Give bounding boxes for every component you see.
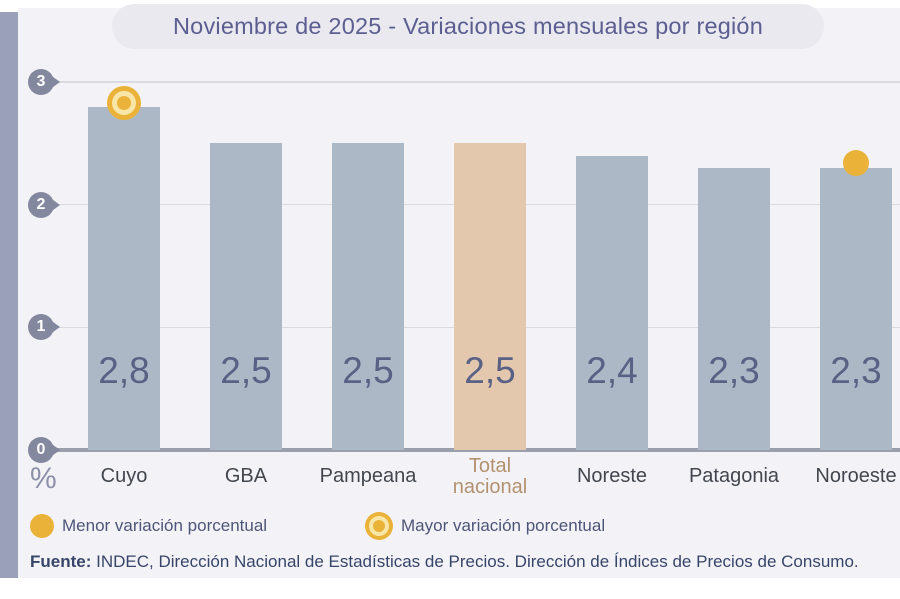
x-axis-baseline xyxy=(52,448,900,452)
bar-value-label: 2,4 xyxy=(586,350,638,391)
bar-value-label: 2,5 xyxy=(342,350,394,391)
left-accent-stripe xyxy=(0,12,18,578)
mayor-variation-marker-icon xyxy=(107,85,141,120)
gridline-3 xyxy=(52,81,900,83)
legend-menor-label: Menor variación porcentual xyxy=(62,516,268,535)
y-tick-badge-3: 3 xyxy=(28,69,60,95)
x-axis-label: Cuyo xyxy=(100,465,148,487)
chart-title: Noviembre de 2025 - Variaciones mensuale… xyxy=(173,13,763,39)
source-note: Fuente: INDEC, Dirección Nacional de Est… xyxy=(30,552,890,572)
x-axis-label: Patagonia xyxy=(688,465,780,487)
legend-mayor-label: Mayor variación porcentual xyxy=(401,516,606,535)
bar-total-nacional xyxy=(454,143,526,450)
y-tick-label: 2 xyxy=(28,191,54,218)
x-axis-label: Noreste xyxy=(576,465,648,487)
y-axis-unit-label: % xyxy=(30,462,57,495)
bar-gba xyxy=(210,143,282,450)
y-tick-label: 3 xyxy=(28,69,54,95)
bar-noreste xyxy=(576,155,648,450)
mayor-variation-ring-icon xyxy=(365,512,393,540)
bar-value-label: 2,5 xyxy=(464,350,516,391)
x-axis-label: GBA xyxy=(224,465,268,487)
bar-value-label: 2,5 xyxy=(220,350,272,391)
y-tick-badge-2: 2 xyxy=(28,191,60,218)
chart-legend: Menor variación porcentual Mayor variaci… xyxy=(30,512,870,542)
menor-variation-marker-icon xyxy=(843,149,869,176)
bar-pampeana xyxy=(332,143,404,450)
menor-variation-dot-icon xyxy=(30,514,54,538)
legend-item-menor: Menor variación porcentual xyxy=(30,514,267,538)
y-tick-label: 0 xyxy=(28,437,54,463)
bar-value-label: 2,3 xyxy=(830,350,882,391)
x-axis-label: Noroeste xyxy=(815,465,897,487)
y-tick-badge-0: 0 xyxy=(28,437,60,463)
chart-title-pill: Noviembre de 2025 - Variaciones mensuale… xyxy=(112,4,824,49)
source-text: INDEC, Dirección Nacional de Estadística… xyxy=(91,552,859,571)
bar-patagonia xyxy=(698,167,770,450)
y-tick-label: 1 xyxy=(28,314,54,341)
legend-item-mayor: Mayor variación porcentual xyxy=(365,512,605,540)
x-axis-label: Total nacional xyxy=(452,455,528,498)
source-prefix: Fuente: xyxy=(30,552,92,571)
y-tick-badge-1: 1 xyxy=(28,314,60,341)
bar-cuyo xyxy=(88,106,160,450)
bar-value-label: 2,3 xyxy=(708,350,760,391)
x-axis-label: Pampeana xyxy=(319,465,417,487)
bar-noroeste xyxy=(820,167,892,450)
bar-value-label: 2,8 xyxy=(98,350,150,391)
